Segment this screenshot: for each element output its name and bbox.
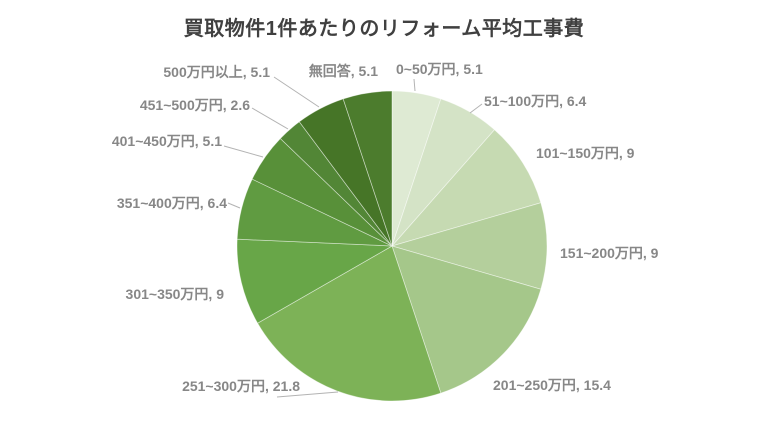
slice-label-10: 500万円以上, 5.1 (163, 64, 270, 80)
pie-slice-2 (390, 129, 542, 247)
leader-line-5 (276, 391, 339, 398)
slice-label-9: 451~500万円, 2.6 (139, 97, 250, 113)
slice-label-8: 401~450万円, 5.1 (111, 133, 222, 149)
chart-title: 買取物件1件あたりのリフォーム平均工事費 (183, 18, 585, 40)
slice-label-7: 351~400万円, 6.4 (116, 195, 227, 211)
leader-line-1 (469, 103, 483, 114)
pie-slice-6 (236, 238, 394, 324)
leader-line-7 (227, 202, 241, 209)
slice-label-4: 201~250万円, 15.4 (493, 377, 611, 393)
pie-slice-3 (390, 202, 548, 290)
leader-line-8 (223, 145, 264, 158)
slice-label-6: 301~350万円, 9 (125, 286, 224, 302)
slice-label-3: 151~200万円, 9 (560, 245, 659, 261)
slice-label-11: 無回答, 5.1 (308, 63, 378, 79)
slice-label-2: 101~150万円, 9 (536, 145, 635, 161)
pie-slice-11 (342, 90, 393, 247)
leader-line-0 (413, 78, 416, 92)
slice-label-1: 51~100万円, 6.4 (484, 93, 587, 109)
leader-line-9 (251, 107, 289, 130)
slice-label-5: 251~300万円, 21.8 (182, 378, 300, 394)
pie-slice-5 (257, 245, 442, 402)
pie-slice-4 (391, 245, 542, 394)
slice-label-0: 0~50万円, 5.1 (396, 61, 483, 77)
leader-line-10 (273, 76, 320, 108)
